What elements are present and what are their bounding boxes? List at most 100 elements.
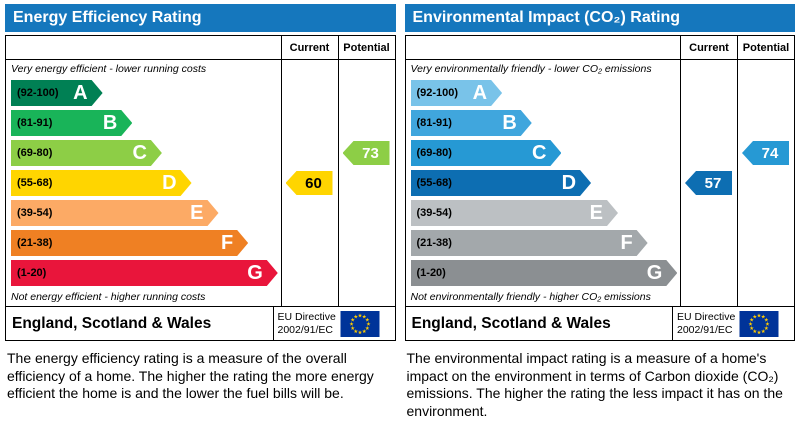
band-letter: F	[620, 232, 633, 254]
band-range-label: (81-91)	[416, 117, 452, 129]
band-range-label: (21-38)	[416, 237, 452, 249]
potential-rating-indicator: 73	[338, 138, 395, 168]
band-letter: A	[472, 82, 488, 104]
caption-bottom: Not energy efficient - higher running co…	[11, 291, 206, 303]
band-range-label: (1-20)	[17, 267, 47, 279]
current-column-divider	[680, 60, 737, 306]
energy-band-grid: Current Potential Very energy efficient …	[6, 36, 395, 306]
band-row: (92-100) A	[406, 78, 681, 108]
band-bar: (55-68) D	[11, 170, 192, 196]
current-column-header: Current	[680, 36, 737, 60]
rating-arrow: 57	[685, 171, 732, 195]
band-letter: G	[646, 262, 663, 284]
region-label: England, Scotland & Wales	[411, 314, 611, 332]
band-bar: (92-100) A	[11, 80, 103, 106]
band-row: (69-80) C	[6, 138, 281, 168]
rating-arrow: 73	[342, 141, 390, 165]
band-letter: F	[220, 232, 234, 254]
band-row: (39-54) E	[6, 198, 281, 228]
band-row: (55-68) D	[406, 168, 681, 198]
eu-directive-cell: EU Directive 2002/91/EC	[272, 307, 395, 340]
eu-directive-cell: EU Directive 2002/91/EC	[672, 307, 794, 340]
current-column-divider	[280, 60, 338, 306]
environmental-impact-panel: Environmental Impact (CO₂) Rating Curren…	[404, 4, 795, 441]
band-letter: G	[247, 262, 263, 284]
region-label: England, Scotland & Wales	[12, 314, 212, 332]
energy-description: The energy efficiency rating is a measur…	[7, 350, 374, 401]
band-letter: E	[190, 202, 204, 224]
eu-directive-line1: EU Directive	[677, 311, 736, 324]
band-row: (39-54) E	[406, 198, 681, 228]
potential-column-header: Potential	[737, 36, 794, 60]
potential-column-divider	[737, 60, 794, 306]
current-rating-indicator: 60	[281, 168, 338, 198]
band-range-label: (55-68)	[416, 177, 452, 189]
eu-directive-label: EU Directive 2002/91/EC	[677, 311, 735, 335]
band-range-label: (39-54)	[416, 207, 452, 219]
band-letter: B	[102, 112, 118, 134]
caption-top: Very environmentally friendly - lower CO…	[410, 63, 652, 75]
band-row: (69-80) C	[406, 138, 681, 168]
band-range-label: (39-54)	[17, 207, 53, 219]
band-letter: C	[132, 142, 147, 164]
current-rating-indicator: 57	[680, 168, 737, 198]
environmental-rating-chart: Current Potential Very environmentally f…	[404, 35, 795, 341]
band-letter: D	[162, 172, 177, 194]
current-column-header: Current	[280, 36, 338, 60]
band-row: (55-68) D	[6, 168, 281, 198]
band-bar: (21-38) F	[11, 230, 248, 256]
energy-panel-title: Energy Efficiency Rating	[13, 9, 202, 26]
eu-flag-icon	[340, 310, 380, 337]
band-row: (21-38) F	[6, 228, 281, 258]
band-range-label: (21-38)	[17, 237, 53, 249]
environmental-band-grid: Current Potential Very environmentally f…	[405, 36, 794, 306]
band-letter: E	[589, 202, 603, 224]
band-letter: C	[531, 142, 547, 164]
band-range-label: (92-100)	[17, 87, 59, 99]
band-bar: (1-20) G	[411, 260, 678, 286]
eu-directive-label: EU Directive 2002/91/EC	[278, 311, 336, 335]
band-range-label: (69-80)	[416, 147, 452, 159]
environmental-title-bar: Environmental Impact (CO₂) Rating	[404, 4, 795, 32]
potential-column-divider	[337, 60, 395, 306]
band-range-label: (69-80)	[17, 147, 53, 159]
caption-top: Very energy efficient - lower running co…	[11, 63, 207, 75]
band-bar: (55-68) D	[411, 170, 592, 196]
eu-directive-line2: 2002/91/EC	[677, 323, 733, 336]
environmental-panel-title: Environmental Impact (CO₂) Rating	[412, 9, 681, 26]
band-bar: (92-100) A	[411, 80, 503, 106]
band-row: (92-100) A	[6, 78, 281, 108]
band-row: (81-91) B	[406, 108, 681, 138]
corner-cell	[405, 36, 680, 60]
band-letter: A	[73, 82, 88, 104]
band-bar: (39-54) E	[411, 200, 619, 226]
band-range-label: (81-91)	[17, 117, 53, 129]
band-bar: (69-80) C	[411, 140, 562, 166]
band-bar: (81-91) B	[11, 110, 132, 136]
band-row: (21-38) F	[406, 228, 681, 258]
band-range-label: (92-100)	[416, 87, 459, 99]
band-bar: (21-38) F	[411, 230, 648, 256]
chart-footer: England, Scotland & Wales EU Directive 2…	[6, 306, 395, 340]
band-letter: D	[561, 172, 577, 194]
corner-cell	[6, 36, 281, 60]
potential-rating-indicator: 74	[737, 138, 794, 168]
chart-footer: England, Scotland & Wales EU Directive 2…	[405, 306, 794, 340]
energy-title-bar: Energy Efficiency Rating	[5, 4, 396, 32]
band-row: (1-20) G	[406, 258, 681, 288]
eu-directive-line1: EU Directive	[277, 311, 336, 324]
band-letter: B	[502, 112, 517, 134]
environmental-description: The environmental impact rating is a mea…	[406, 350, 783, 419]
band-bar: (1-20) G	[11, 260, 278, 286]
band-bar: (69-80) C	[11, 140, 162, 166]
eu-directive-line2: 2002/91/EC	[277, 323, 333, 336]
band-bar: (81-91) B	[411, 110, 532, 136]
band-range-label: (55-68)	[17, 177, 53, 189]
energy-rating-chart: Current Potential Very energy efficient …	[5, 35, 396, 341]
band-range-label: (1-20)	[416, 267, 446, 279]
rating-arrow: 60	[285, 171, 333, 195]
band-row: (1-20) G	[6, 258, 281, 288]
band-bar: (39-54) E	[11, 200, 219, 226]
band-row: (81-91) B	[6, 108, 281, 138]
